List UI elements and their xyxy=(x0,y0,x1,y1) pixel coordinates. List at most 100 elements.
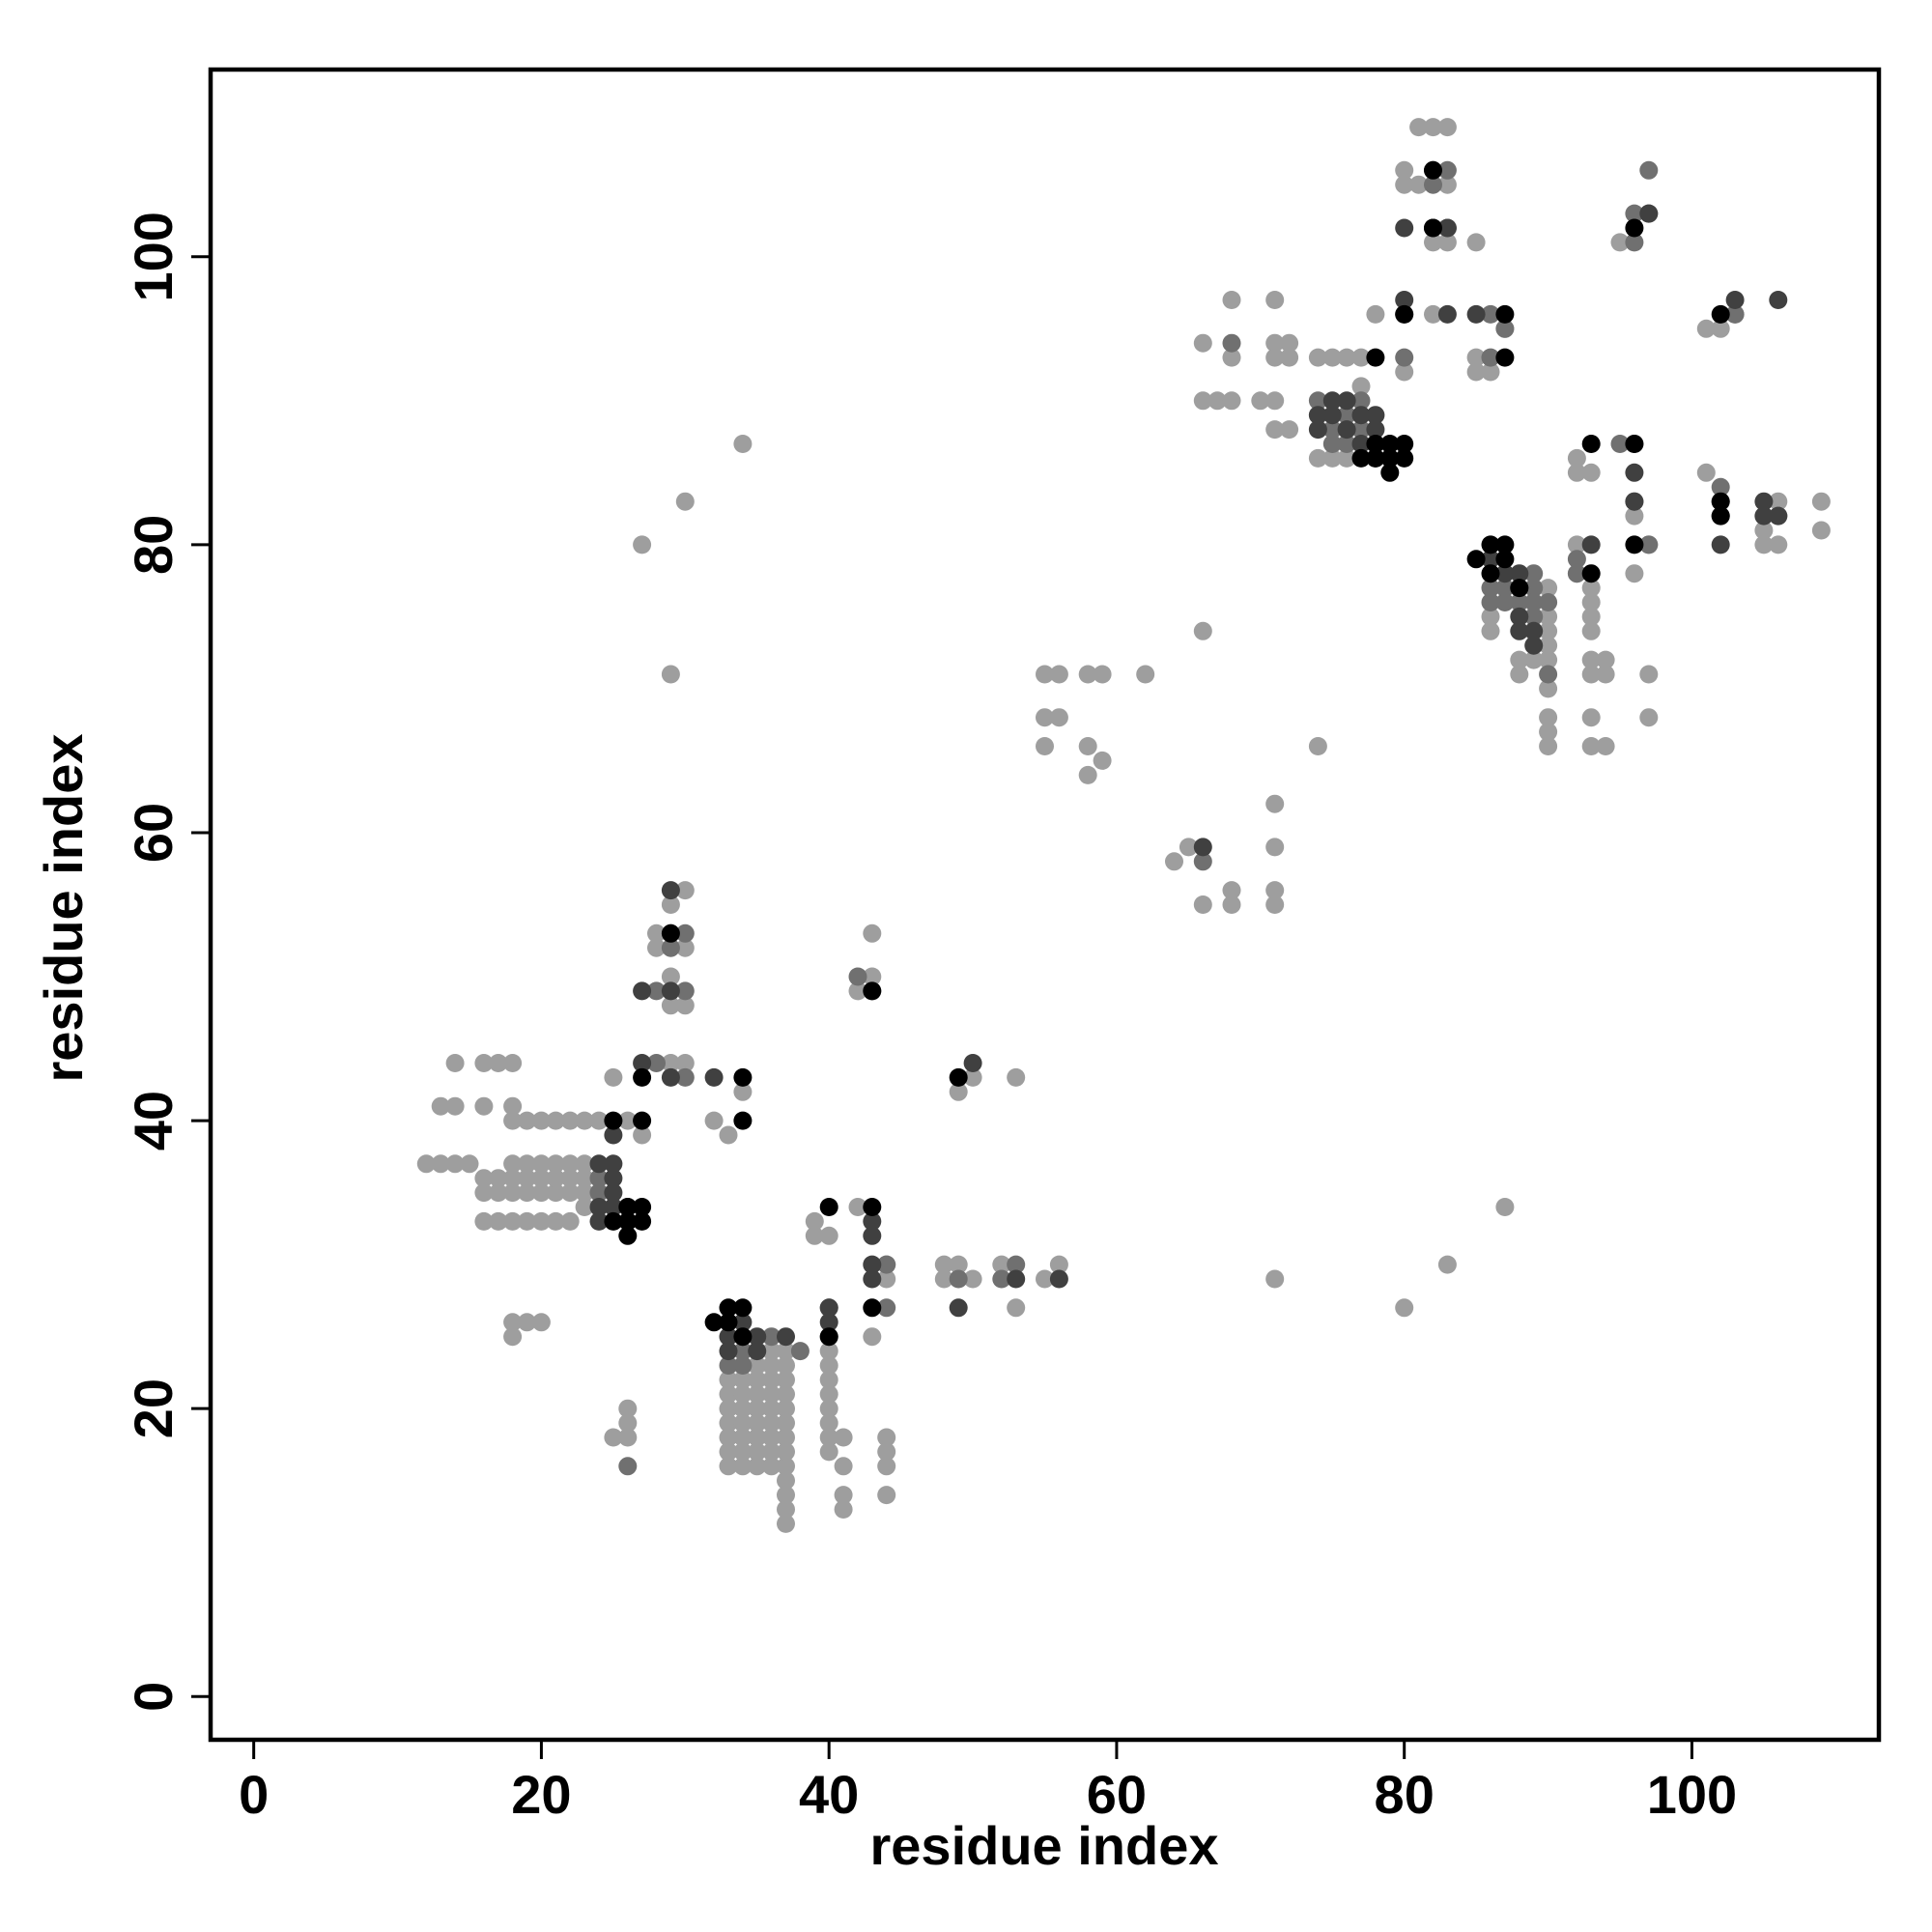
data-point-light xyxy=(1280,420,1299,440)
data-point-light xyxy=(748,1384,767,1404)
data-point-black xyxy=(1351,448,1371,468)
x-tick-label: 40 xyxy=(799,1764,859,1825)
data-point-light xyxy=(675,996,695,1015)
data-point-medium xyxy=(733,1342,753,1361)
data-point-light xyxy=(1581,593,1601,611)
data-point-light xyxy=(1395,175,1414,194)
data-point-dark xyxy=(1769,291,1788,309)
data-point-light xyxy=(762,1399,781,1418)
data-point-light xyxy=(992,1255,1011,1274)
data-point-light xyxy=(1351,348,1371,367)
data-point-light xyxy=(1265,291,1285,309)
data-point-light xyxy=(1265,895,1285,914)
data-point-light xyxy=(1179,838,1198,857)
data-point-black xyxy=(1495,348,1515,367)
data-point-medium xyxy=(992,1269,1011,1289)
data-point-light xyxy=(531,1183,551,1203)
data-point-light xyxy=(1769,492,1788,511)
data-point-black xyxy=(618,1226,638,1245)
data-point-light xyxy=(1437,175,1457,194)
data-point-medium xyxy=(1639,160,1659,180)
data-point-light xyxy=(431,1096,450,1116)
data-point-light xyxy=(1036,665,1054,684)
data-point-light xyxy=(1251,391,1270,411)
data-point-black xyxy=(1466,550,1486,569)
data-point-medium xyxy=(1625,233,1644,252)
data-point-light xyxy=(1049,708,1068,727)
data-point-light xyxy=(762,1356,781,1375)
data-point-light xyxy=(531,1111,551,1130)
data-point-medium xyxy=(1495,593,1515,611)
data-point-light xyxy=(675,1054,695,1072)
data-point-light xyxy=(1265,794,1285,813)
data-point-black xyxy=(633,1198,652,1216)
data-point-dark xyxy=(719,1327,738,1347)
data-point-light xyxy=(1193,333,1212,353)
data-point-medium xyxy=(1567,564,1586,583)
data-point-light xyxy=(604,1428,623,1447)
data-point-medium xyxy=(618,1457,638,1476)
data-point-light xyxy=(518,1169,536,1188)
data-point-light xyxy=(560,1111,580,1130)
data-point-dark xyxy=(1049,1269,1068,1289)
data-point-light xyxy=(474,1183,494,1203)
data-point-dark xyxy=(1581,535,1601,554)
data-point-light xyxy=(1424,118,1442,137)
data-point-black xyxy=(1380,463,1400,482)
data-point-medium xyxy=(1495,319,1515,338)
data-point-black xyxy=(618,1211,638,1231)
data-point-light xyxy=(719,1442,738,1462)
data-point-medium xyxy=(1481,304,1500,324)
data-point-light xyxy=(719,1457,738,1476)
data-point-light xyxy=(575,1183,594,1203)
data-point-dark xyxy=(963,1054,982,1072)
data-point-light xyxy=(1036,708,1054,727)
data-point-medium xyxy=(1524,593,1544,611)
data-point-light xyxy=(819,1356,838,1375)
data-point-light xyxy=(1524,650,1544,669)
data-point-light xyxy=(748,1428,767,1447)
data-point-medium xyxy=(1395,348,1414,367)
data-point-light xyxy=(762,1413,781,1433)
data-point-light xyxy=(1222,895,1241,914)
data-point-light xyxy=(661,895,680,914)
data-point-light xyxy=(474,1169,494,1188)
data-point-light xyxy=(877,1457,896,1476)
data-point-dark xyxy=(1366,420,1385,440)
data-point-dark xyxy=(1524,621,1544,640)
data-point-light xyxy=(489,1211,508,1231)
data-point-black xyxy=(1380,448,1400,468)
data-point-medium xyxy=(1524,564,1544,583)
data-point-light xyxy=(518,1313,536,1332)
data-point-medium xyxy=(1322,420,1342,440)
data-point-light xyxy=(777,1413,795,1433)
data-point-dark xyxy=(1481,550,1500,569)
data-point-light xyxy=(546,1211,565,1231)
data-point-black xyxy=(1625,435,1644,453)
data-point-light xyxy=(661,1054,680,1072)
data-point-light xyxy=(1811,492,1831,511)
data-point-light xyxy=(1567,448,1586,468)
data-point-light xyxy=(1265,838,1285,857)
data-point-light xyxy=(819,1442,838,1462)
data-point-light xyxy=(1409,118,1429,137)
data-point-light xyxy=(661,967,680,986)
data-point-light xyxy=(834,1486,853,1505)
data-point-dark xyxy=(1510,621,1529,640)
data-point-light xyxy=(575,1154,594,1174)
data-point-light xyxy=(460,1154,479,1174)
data-point-dark xyxy=(863,1269,882,1289)
data-point-light xyxy=(819,1428,838,1447)
data-point-dark xyxy=(1322,391,1342,411)
data-point-light xyxy=(1078,765,1097,784)
data-point-light xyxy=(1466,233,1486,252)
data-point-black xyxy=(1711,304,1730,324)
data-point-dark xyxy=(1366,406,1385,425)
x-axis: 0 20 40 60 80 100 xyxy=(239,1740,1737,1825)
data-point-light xyxy=(675,492,695,511)
data-point-light xyxy=(661,665,680,684)
data-point-dark xyxy=(949,1298,968,1318)
data-point-light xyxy=(1308,448,1327,468)
data-point-light xyxy=(777,1442,795,1462)
